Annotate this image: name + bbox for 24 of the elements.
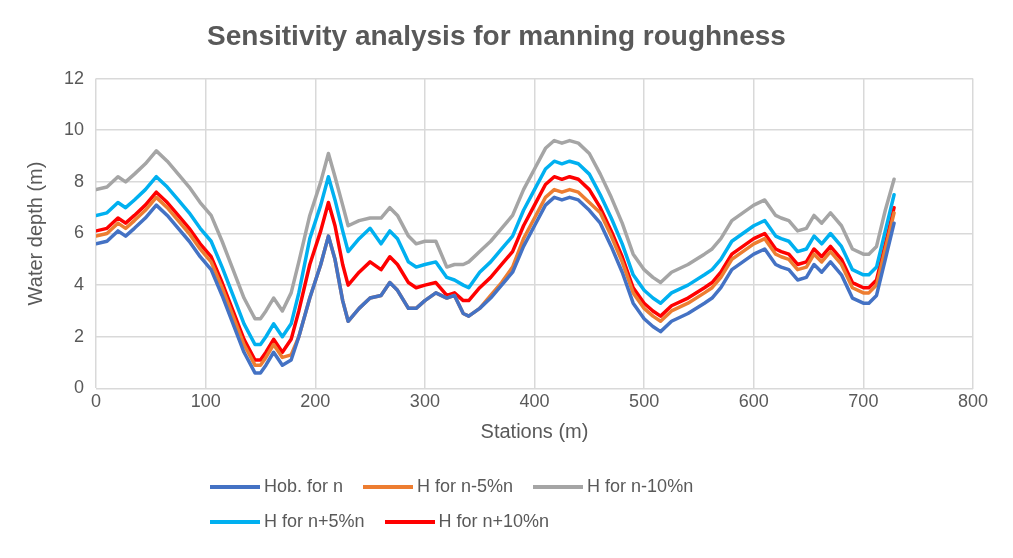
legend-label: H for n+10%n bbox=[438, 511, 550, 531]
x-tick-label: 500 bbox=[629, 391, 660, 412]
y-axis-title: Water depth (m) bbox=[23, 161, 46, 306]
y-tick-label: 0 bbox=[74, 377, 85, 398]
legend-label: H for n-5%n bbox=[417, 476, 514, 496]
chart-title: Sensitivity analysis for manning roughness bbox=[207, 19, 786, 51]
y-tick-label: 4 bbox=[74, 274, 85, 295]
y-tick-label: 10 bbox=[63, 119, 85, 140]
x-tick-label: 300 bbox=[409, 391, 440, 412]
y-tick-label: 8 bbox=[74, 170, 85, 191]
x-tick-label: 600 bbox=[738, 391, 769, 412]
legend-label: H for n+5%n bbox=[264, 511, 365, 531]
legend-label: H for n-10%n bbox=[587, 476, 694, 496]
x-axis-title: Stations (m) bbox=[480, 419, 589, 442]
x-tick-label: 100 bbox=[190, 391, 221, 412]
y-tick-label: 12 bbox=[63, 67, 85, 88]
x-tick-label: 200 bbox=[300, 391, 331, 412]
legend-label: Hob. for n bbox=[264, 476, 344, 496]
x-tick-label: 700 bbox=[848, 391, 879, 412]
x-tick-label: 800 bbox=[957, 391, 989, 412]
x-tick-label: 400 bbox=[519, 391, 550, 412]
x-tick-label: 0 bbox=[91, 391, 102, 412]
y-tick-label: 2 bbox=[74, 325, 85, 346]
y-tick-label: 6 bbox=[74, 222, 85, 243]
